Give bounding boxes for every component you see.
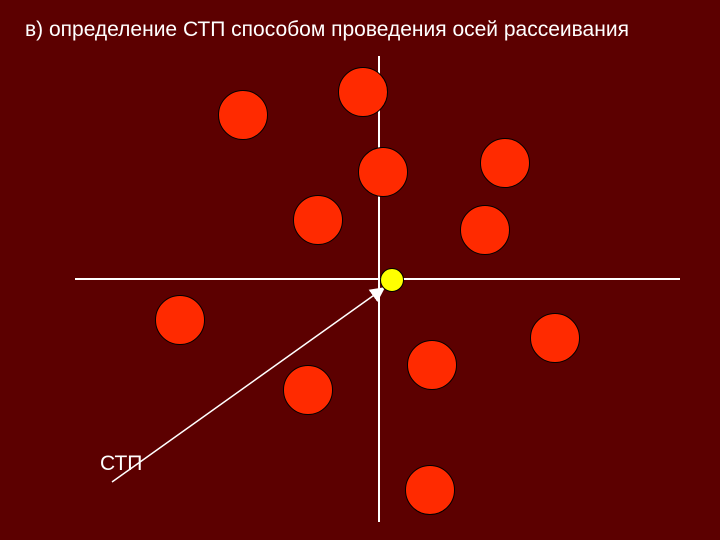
scatter-dot bbox=[480, 138, 530, 188]
diagram-title: в) определение СТП способом проведения о… bbox=[25, 18, 629, 42]
scatter-dot bbox=[405, 465, 455, 515]
axis-horizontal bbox=[75, 278, 680, 280]
scatter-dot bbox=[358, 147, 408, 197]
scatter-dot bbox=[460, 205, 510, 255]
scatter-dot bbox=[218, 90, 268, 140]
center-point-stp bbox=[380, 268, 404, 292]
scatter-dot bbox=[530, 313, 580, 363]
axis-vertical bbox=[378, 56, 380, 522]
scatter-dot bbox=[338, 67, 388, 117]
scatter-dot bbox=[293, 195, 343, 245]
scatter-dot bbox=[283, 365, 333, 415]
scatter-dot bbox=[155, 295, 205, 345]
scatter-dot bbox=[407, 340, 457, 390]
label-stp: СТП bbox=[100, 452, 142, 476]
